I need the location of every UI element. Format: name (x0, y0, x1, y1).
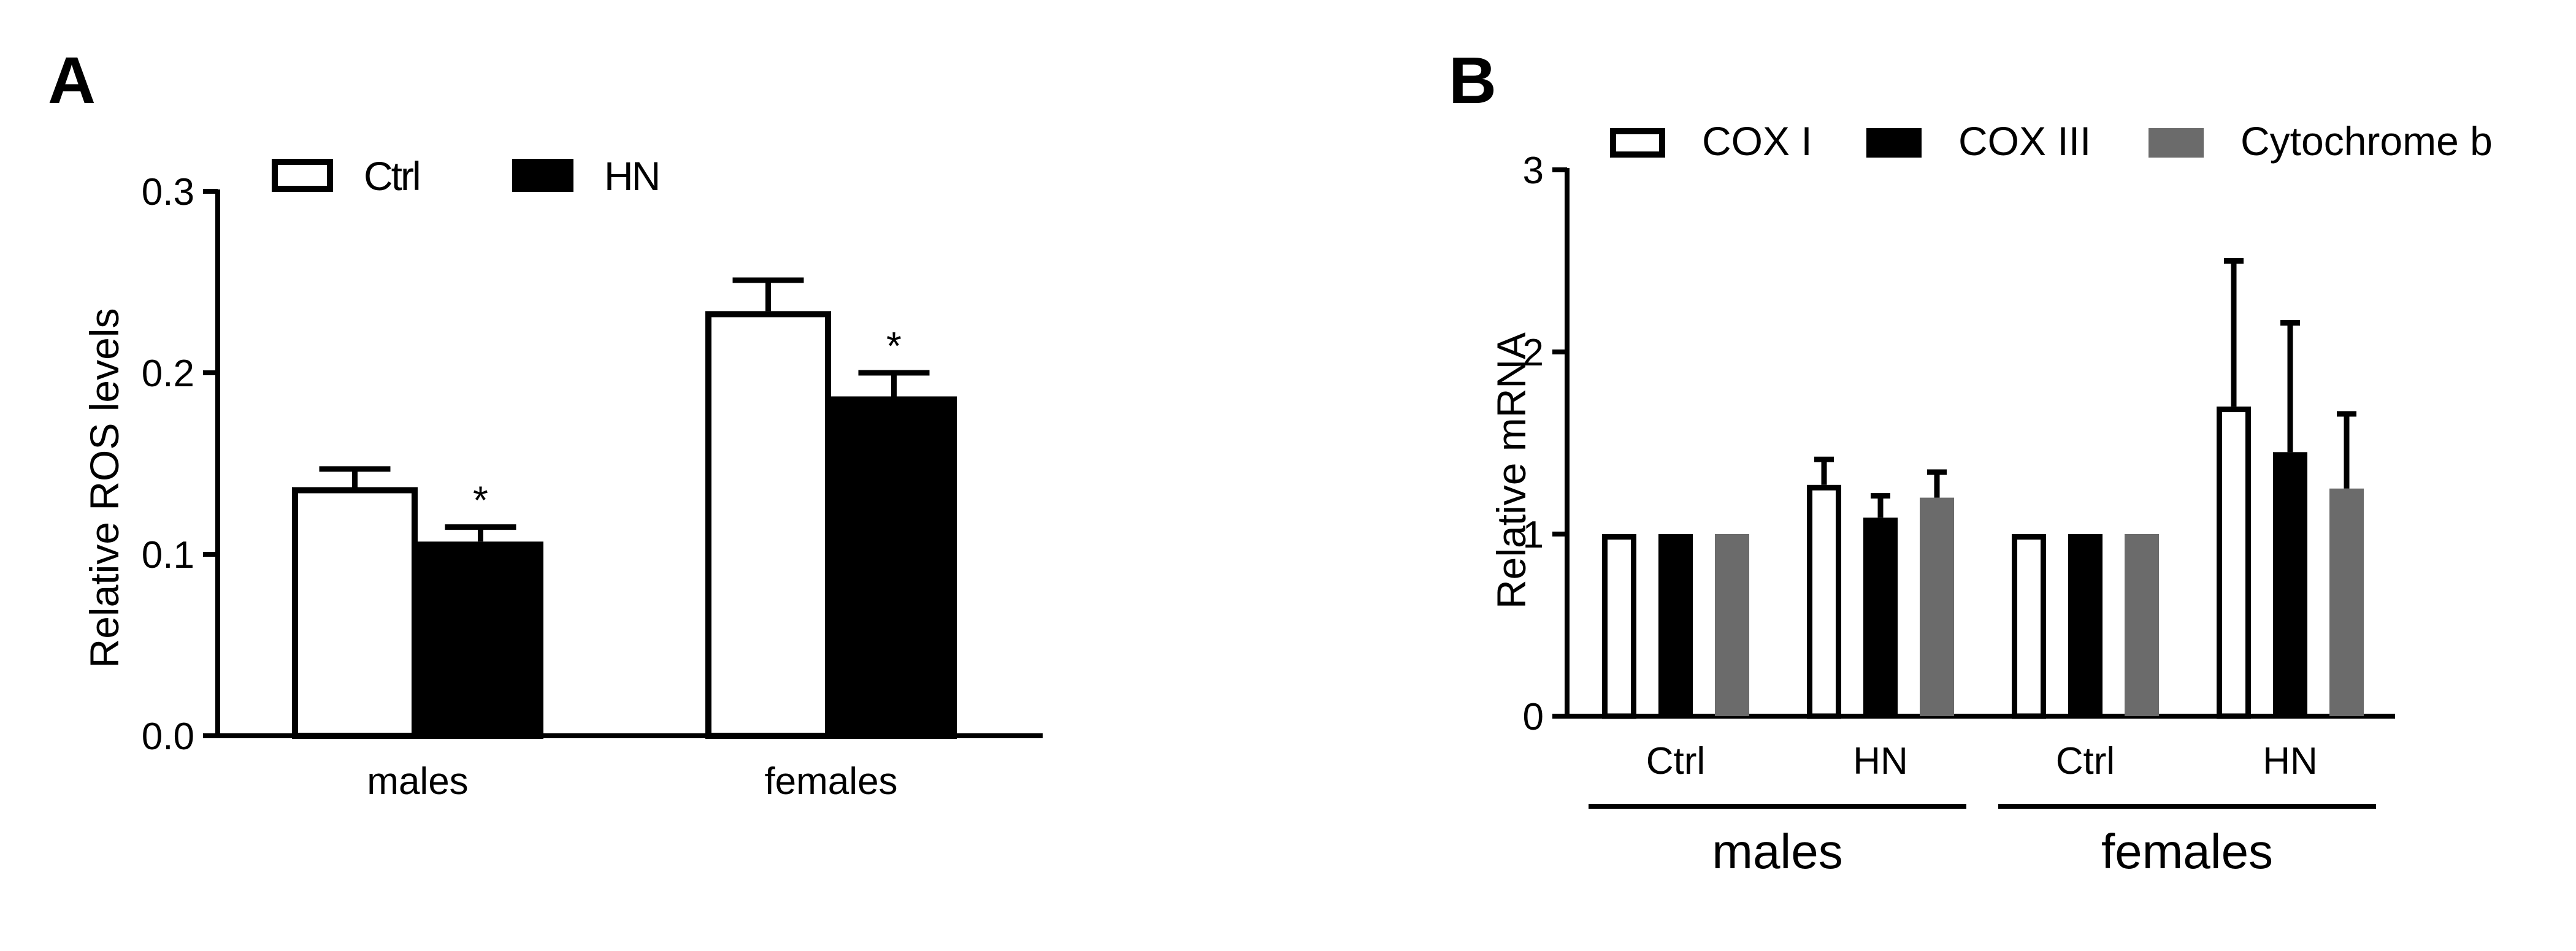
group-label-females: females (2101, 824, 2273, 879)
bar-cytochrome-b-3 (2329, 488, 2364, 716)
x-tick-label: males (367, 760, 468, 803)
legend-label-ctrl: Ctrl (364, 153, 420, 199)
bar-cox-iii-0 (1658, 534, 1693, 716)
x-tick-label: Ctrl (1646, 740, 1705, 782)
legend-swatch-cox-i (1610, 128, 1665, 158)
significance-marker: * (473, 478, 488, 522)
chart-a: 0.0 0.1 0.2 0.3 Relative ROS levels * males * fe… (82, 153, 1043, 803)
legend-swatch-cox-iii (1866, 128, 1922, 158)
y-tick-label: 0.2 (142, 353, 194, 395)
panel-a-label: A (48, 43, 96, 117)
bar-cox-iii-3 (2273, 452, 2307, 716)
significance-marker: * (886, 324, 902, 368)
y-tick-label: 3 (1523, 150, 1544, 192)
bar-cytochrome-b-2 (2125, 534, 2159, 716)
bar-cytochrome-b-1 (1920, 497, 1954, 716)
bar-cox-i-3 (2217, 407, 2251, 719)
panel-b-label: B (1449, 43, 1497, 117)
bar-cox-i-1 (1807, 484, 1841, 719)
bar-ctrl-females (705, 311, 831, 739)
legend-label-cox-i: COX I (1702, 118, 1812, 164)
chart-b: 0 1 2 3 Relative mRNA Ctrl HN Ctrl HN males female… (1489, 118, 2493, 879)
bar-cox-iii-1 (1863, 518, 1898, 716)
y-tick-label: 2 (1523, 332, 1544, 374)
legend-swatch-ctrl (272, 159, 333, 192)
y-tick-label: 0.1 (142, 534, 194, 576)
bar-cox-iii-2 (2068, 534, 2103, 716)
bar-cytochrome-b-0 (1715, 534, 1749, 716)
bar-cox-i-0 (1602, 534, 1636, 719)
x-tick-label: females (764, 760, 897, 803)
y-axis-label: Relative ROS levels (82, 308, 127, 668)
x-tick-label: Ctrl (2056, 740, 2115, 782)
bar-ctrl-males (292, 487, 418, 739)
legend-swatch-hn (512, 159, 573, 192)
y-axis-label: Relative mRNA (1489, 332, 1534, 609)
bar-hn-females (831, 396, 957, 739)
x-tick-label: HN (2263, 740, 2318, 782)
y-tick-label: 1 (1523, 514, 1544, 556)
y-tick-label: 0.3 (142, 171, 194, 213)
legend-label-cytochrome-b: Cytochrome b (2241, 118, 2493, 164)
legend-label-cox-iii: COX III (1958, 118, 2091, 164)
y-tick-label: 0 (1523, 696, 1544, 738)
bar-cox-i-2 (2012, 534, 2046, 719)
x-tick-label: HN (1853, 740, 1908, 782)
legend-label-hn: HN (604, 153, 659, 199)
bar-hn-males (418, 541, 543, 739)
y-tick-label: 0.0 (142, 716, 194, 758)
legend-swatch-cytochrome-b (2149, 128, 2204, 158)
group-label-males: males (1712, 824, 1842, 879)
